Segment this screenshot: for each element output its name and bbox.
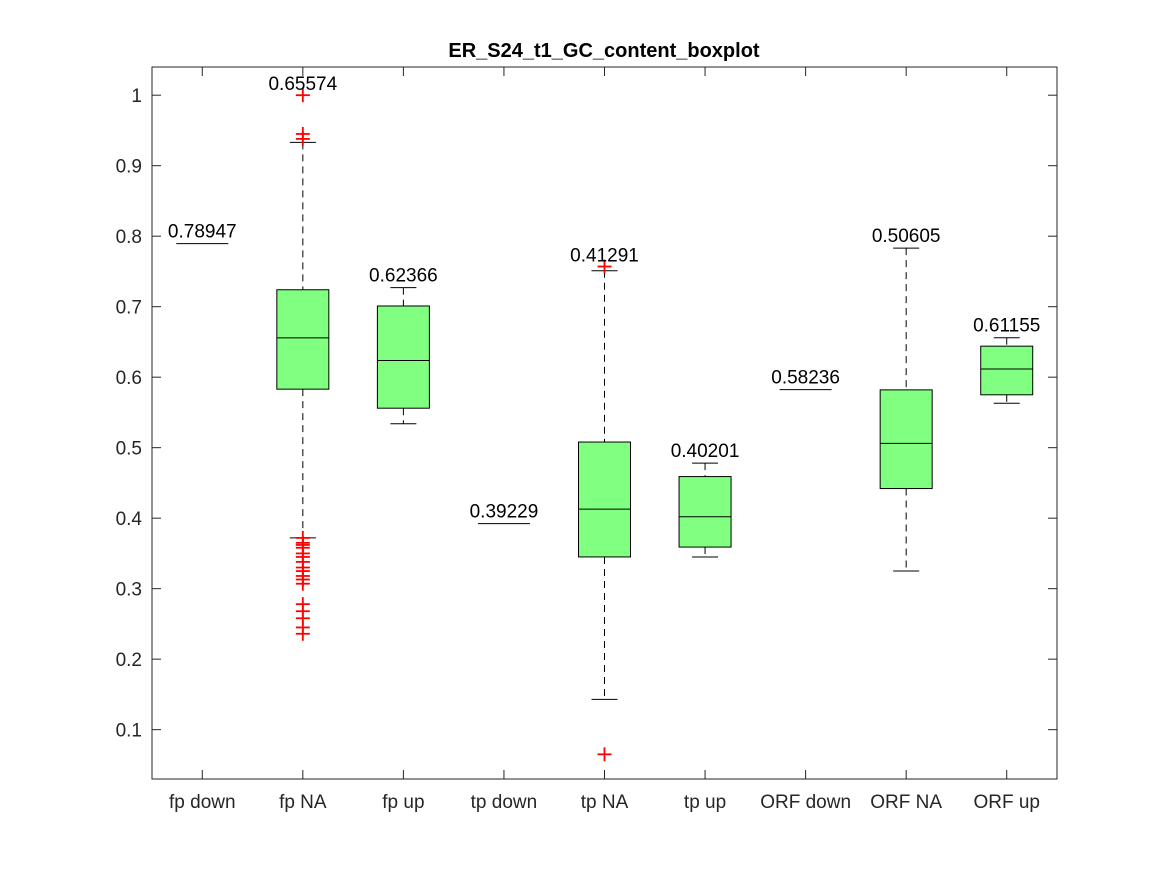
median-label: 0.78947: [168, 222, 237, 243]
box-orf-na: 0.50605: [872, 226, 941, 572]
y-tick-label: 0.9: [116, 157, 142, 178]
box-tp-down: 0.39229: [470, 502, 539, 525]
x-tick-label: fp down: [169, 792, 236, 813]
y-tick-label: 0.1: [116, 721, 142, 742]
x-tick-label: ORF up: [973, 792, 1040, 813]
x-tick-label: tp NA: [581, 792, 629, 813]
outlier-point: [597, 259, 612, 274]
median-label: 0.61155: [973, 316, 1040, 337]
y-tick-label: 0.7: [116, 298, 142, 319]
x-tick-label: tp up: [684, 792, 726, 813]
y-tick-label: 0.5: [116, 439, 142, 460]
y-tick-label: 0.2: [116, 650, 142, 671]
box-fp-down: 0.78947: [168, 222, 237, 245]
box-orf-up: 0.61155: [973, 316, 1040, 404]
median-label: 0.58236: [771, 368, 840, 389]
box-body: [578, 441, 631, 558]
x-tick-label: ORF NA: [870, 792, 942, 813]
outlier-point: [295, 576, 310, 591]
box-body: [276, 289, 330, 390]
outlier-point: [295, 131, 310, 146]
box-tp-na: 0.41291: [570, 246, 639, 762]
median-label: 0.50605: [872, 226, 941, 247]
chart-title: ER_S24_t1_GC_content_boxplot: [448, 40, 760, 62]
median-label: 0.39229: [470, 502, 539, 523]
y-tick-label: 0.3: [116, 580, 142, 601]
box-orf-down: 0.58236: [771, 368, 840, 391]
x-tick-label: fp NA: [279, 792, 327, 813]
plot-area: 0.1 0.2 0.3 0.4 0.5 0.6 0.7 0.8 0.9 1 fp down fp NA…: [116, 66, 1058, 813]
box-body: [678, 476, 732, 548]
outlier-point: [295, 88, 310, 103]
x-tick-label: tp down: [471, 792, 538, 813]
y-tick-label: 0.6: [116, 368, 142, 389]
x-tick-label: ORF down: [760, 792, 851, 813]
outlier-point: [597, 747, 612, 762]
y-tick-label: 1: [131, 86, 142, 107]
x-tick-label: fp up: [382, 792, 424, 813]
box-fp-up: 0.62366: [369, 266, 438, 425]
median-label: 0.40201: [671, 441, 740, 462]
box-tp-up: 0.40201: [671, 441, 740, 558]
box-body: [376, 305, 430, 409]
box-body: [980, 345, 1034, 396]
median-label: 0.41291: [570, 246, 639, 267]
box-fp-na: 0.65574: [268, 74, 338, 641]
box-body: [879, 389, 933, 490]
y-tick-label: 0.8: [116, 227, 142, 248]
outlier-point: [295, 626, 310, 641]
median-label: 0.65574: [268, 74, 337, 95]
median-label: 0.62366: [369, 266, 438, 287]
y-tick-label: 0.4: [116, 509, 143, 530]
